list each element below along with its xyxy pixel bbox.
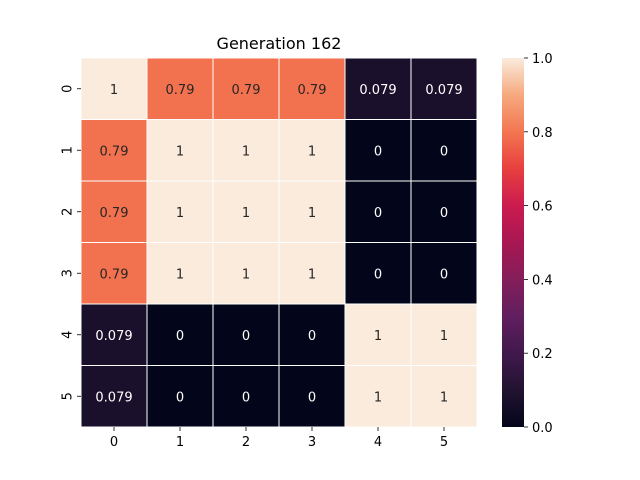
x-tick-label: 1 (176, 435, 184, 450)
heatmap-cell (146, 57, 214, 120)
heatmap-cell (410, 365, 478, 428)
cell-value-label: 1 (308, 144, 316, 159)
colorbar-tick-label: 0.0 (532, 421, 553, 436)
colorbar-ticks: 0.0 0.2 0.4 0.6 0.8 1.0 (524, 52, 553, 436)
cell-value-label: 1 (440, 390, 448, 405)
heatmap-cell (410, 57, 478, 120)
heatmap-cell (80, 242, 148, 305)
colorbar-tick-label: 0.2 (532, 347, 553, 362)
heatmap-cell (212, 303, 280, 366)
heatmap-cell (344, 242, 412, 305)
cell-value-label: 1 (176, 206, 184, 221)
x-tick-label: 4 (374, 435, 382, 450)
cell-value-label: 1 (110, 83, 118, 98)
y-tick-label: 0 (61, 85, 76, 93)
heatmap-cell (344, 303, 412, 366)
colorbar: 0.0 0.2 0.4 0.6 0.8 1.0 (502, 52, 553, 436)
y-tick-label: 5 (61, 392, 76, 400)
cell-value-label: 0.79 (100, 144, 129, 159)
heatmap-cell (146, 242, 214, 305)
heatmap-cell (410, 119, 478, 182)
heatmap-cell (212, 57, 280, 120)
heatmap-cell (410, 180, 478, 243)
cell-value-label: 0 (440, 206, 448, 221)
cell-value-label: 1 (440, 329, 448, 344)
cell-value-label: 0 (440, 267, 448, 282)
cell-value-label: 1 (176, 267, 184, 282)
colorbar-tick-label: 1.0 (532, 52, 553, 67)
heatmap-cell (410, 242, 478, 305)
x-axis: 0 1 2 3 4 5 (110, 427, 448, 450)
cell-value-label: 0 (374, 144, 382, 159)
heatmap-cell (278, 303, 346, 366)
heatmap-cells (80, 57, 478, 428)
cell-value-label: 0.079 (359, 83, 396, 98)
colorbar-tick-label: 0.6 (532, 200, 553, 215)
cell-value-label: 1 (176, 144, 184, 159)
colorbar-gradient (502, 58, 524, 427)
heatmap-cell (146, 180, 214, 243)
x-tick-label: 5 (440, 435, 448, 450)
cell-value-label: 0 (308, 390, 316, 405)
cell-value-label: 0.79 (100, 267, 129, 282)
cell-value-label: 1 (374, 329, 382, 344)
heatmap-cell (146, 119, 214, 182)
heatmap-cell (80, 57, 148, 120)
heatmap-cell (344, 180, 412, 243)
cell-value-label: 0.79 (298, 83, 327, 98)
heatmap-cell (212, 242, 280, 305)
y-axis: 0 1 2 3 4 5 (61, 85, 81, 400)
cell-value-label: 1 (242, 206, 250, 221)
colorbar-tick-label: 0.4 (532, 273, 553, 288)
cell-value-label: 0 (374, 267, 382, 282)
cell-value-label: 0.79 (232, 83, 261, 98)
cell-value-label: 1 (308, 206, 316, 221)
cell-value-label: 0.79 (166, 83, 195, 98)
y-tick-label: 3 (61, 269, 76, 277)
heatmap-cell (278, 57, 346, 120)
x-tick-label: 0 (110, 435, 118, 450)
cell-value-label: 0 (242, 329, 250, 344)
cell-value-label: 0 (308, 329, 316, 344)
heatmap-cell-labels: 1 0.79 0.79 0.79 0.079 0.079 0.79 1 1 1 0 0 0.79 1 1 1 0… (95, 83, 462, 406)
heatmap-cell (278, 119, 346, 182)
cell-value-label: 0.079 (95, 390, 132, 405)
cell-value-label: 1 (242, 267, 250, 282)
x-tick-label: 2 (242, 435, 250, 450)
cell-value-label: 0.079 (425, 83, 462, 98)
cell-value-label: 0 (242, 390, 250, 405)
cell-value-label: 0 (176, 390, 184, 405)
cell-value-label: 0 (374, 206, 382, 221)
y-tick-label: 1 (61, 146, 76, 154)
y-tick-label: 2 (61, 208, 76, 216)
colorbar-tick-label: 0.8 (532, 126, 553, 141)
cell-value-label: 0 (440, 144, 448, 159)
chart-title: Generation 162 (217, 34, 342, 53)
cell-value-label: 0 (176, 329, 184, 344)
cell-value-label: 1 (374, 390, 382, 405)
cell-value-label: 1 (242, 144, 250, 159)
heatmap-cell (278, 242, 346, 305)
heatmap-cell (410, 303, 478, 366)
heatmap-cell (80, 303, 148, 366)
cell-value-label: 0.79 (100, 206, 129, 221)
y-tick-label: 4 (61, 331, 76, 339)
x-tick-label: 3 (308, 435, 316, 450)
cell-value-label: 1 (308, 267, 316, 282)
heatmap-cell (80, 365, 148, 428)
heatmap-cell (278, 180, 346, 243)
cell-value-label: 0.079 (95, 329, 132, 344)
